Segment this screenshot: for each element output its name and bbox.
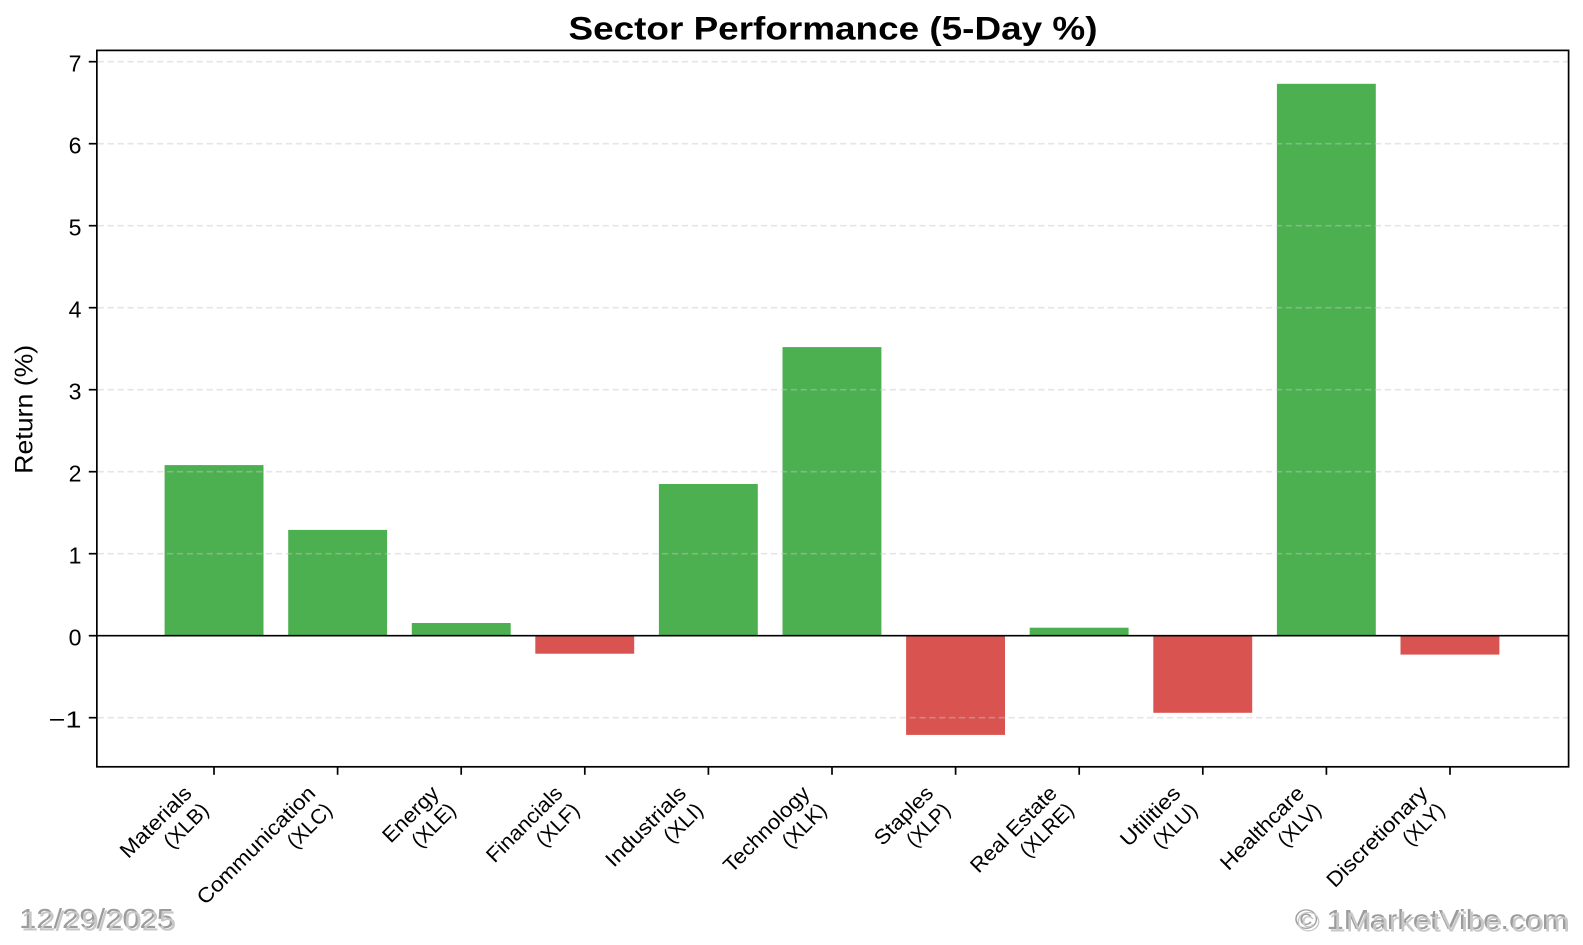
- svg-text:© 1MarketVibe.com: © 1MarketVibe.com: [1295, 904, 1568, 935]
- svg-text:4: 4: [69, 297, 82, 323]
- svg-text:Return (%): Return (%): [12, 345, 39, 474]
- svg-text:7: 7: [69, 51, 82, 77]
- svg-text:2: 2: [69, 461, 82, 487]
- svg-text:0: 0: [69, 625, 82, 651]
- svg-text:3: 3: [69, 379, 82, 405]
- svg-text:12/29/2025: 12/29/2025: [19, 903, 174, 934]
- svg-text:12/29/2025: 12/29/2025: [21, 905, 176, 936]
- svg-text:© 1MarketVibe.com: © 1MarketVibe.com: [1297, 906, 1570, 937]
- svg-text:−1: −1: [49, 707, 82, 733]
- svg-text:1: 1: [69, 543, 82, 569]
- svg-text:6: 6: [69, 133, 82, 159]
- svg-text:Sector Performance (5-Day %): Sector Performance (5-Day %): [569, 10, 1098, 46]
- svg-text:5: 5: [69, 215, 82, 241]
